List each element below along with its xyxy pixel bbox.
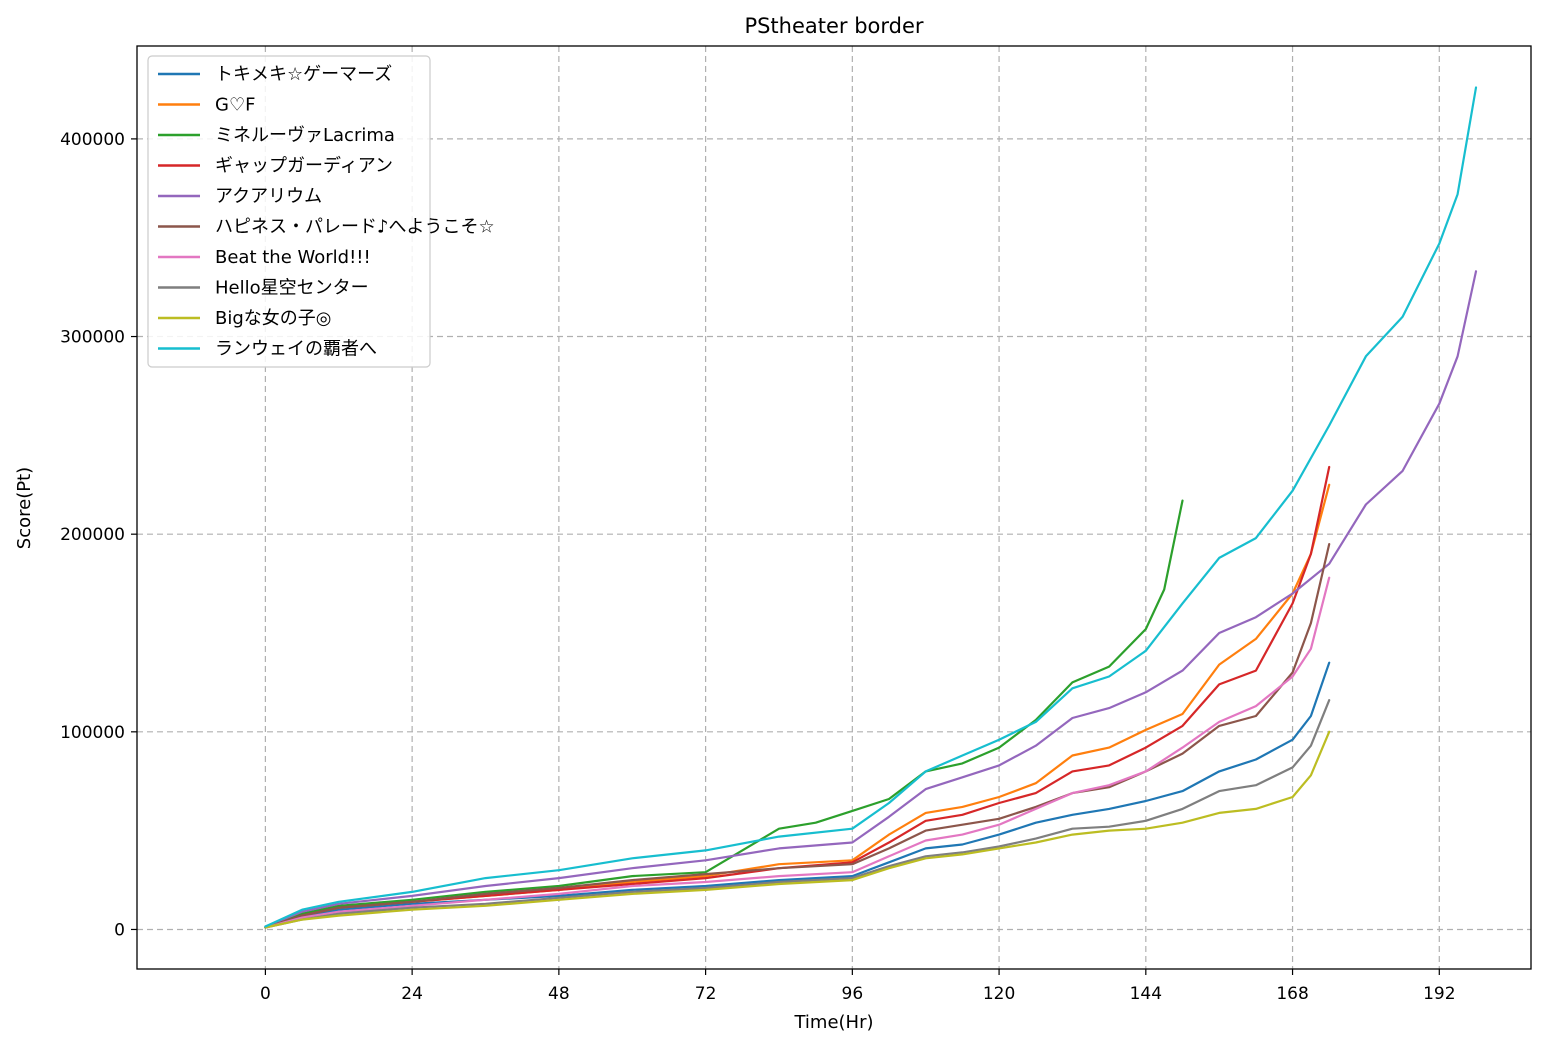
x-tick-label: 120 [983, 984, 1015, 1004]
legend-label: アクアリウム [215, 186, 322, 207]
legend-label: ギャップガーディアン [215, 156, 393, 177]
series-line-7 [264, 576, 1331, 929]
series-line-9 [264, 730, 1331, 929]
x-axis-label: Time(Hr) [793, 1012, 873, 1033]
x-axis-ticks: 0 24 48 72 96 120 144 168 192 [260, 969, 1456, 1004]
y-tick-label: 200000 [60, 525, 125, 545]
chart-title: PStheater border [744, 14, 923, 38]
legend-label: トキメキ☆ゲーマーズ [215, 64, 392, 85]
x-tick-label: 96 [842, 984, 864, 1004]
legend: トキメキ☆ゲーマーズ G♡F ミネルーヴァLacrima ギャップガーディアンアクアリ… [147, 55, 495, 368]
series-lines [264, 86, 1478, 929]
x-tick-label: 192 [1423, 984, 1455, 1004]
y-tick-label: 100000 [60, 723, 125, 743]
y-tick-label: 400000 [60, 130, 125, 150]
y-tick-label: 300000 [60, 328, 125, 348]
legend-label: Hello星空センター [215, 278, 369, 299]
legend-label: Beat the World!!! [215, 247, 371, 268]
legend-label: ハピネス・パレード♪へようこそ☆ [215, 217, 495, 238]
legend-label: ミネルーヴァLacrima [215, 125, 395, 146]
legend-label: Bigな女の子◎ [215, 308, 331, 329]
series-line-3 [264, 499, 1184, 929]
series-line-5 [264, 270, 1478, 928]
x-tick-label: 48 [548, 984, 570, 1004]
x-tick-label: 168 [1276, 984, 1308, 1004]
y-axis-ticks: 0 100000 200000 300000 400000 [60, 130, 137, 940]
x-tick-label: 72 [695, 984, 717, 1004]
y-axis-label: Score(Pt) [14, 467, 35, 549]
x-tick-label: 24 [401, 984, 423, 1004]
x-tick-label: 0 [260, 984, 271, 1004]
series-line-6 [264, 542, 1331, 929]
plot-frame [136, 45, 1532, 970]
series-line-10 [264, 86, 1478, 928]
legend-box [147, 55, 431, 368]
series-line-4 [264, 465, 1331, 929]
series-line-8 [264, 699, 1331, 929]
y-tick-label: 0 [114, 920, 125, 940]
legend-label: G♡F [215, 95, 255, 116]
legend-label: ランウェイの覇者へ [215, 339, 377, 360]
x-tick-label: 144 [1130, 984, 1162, 1004]
